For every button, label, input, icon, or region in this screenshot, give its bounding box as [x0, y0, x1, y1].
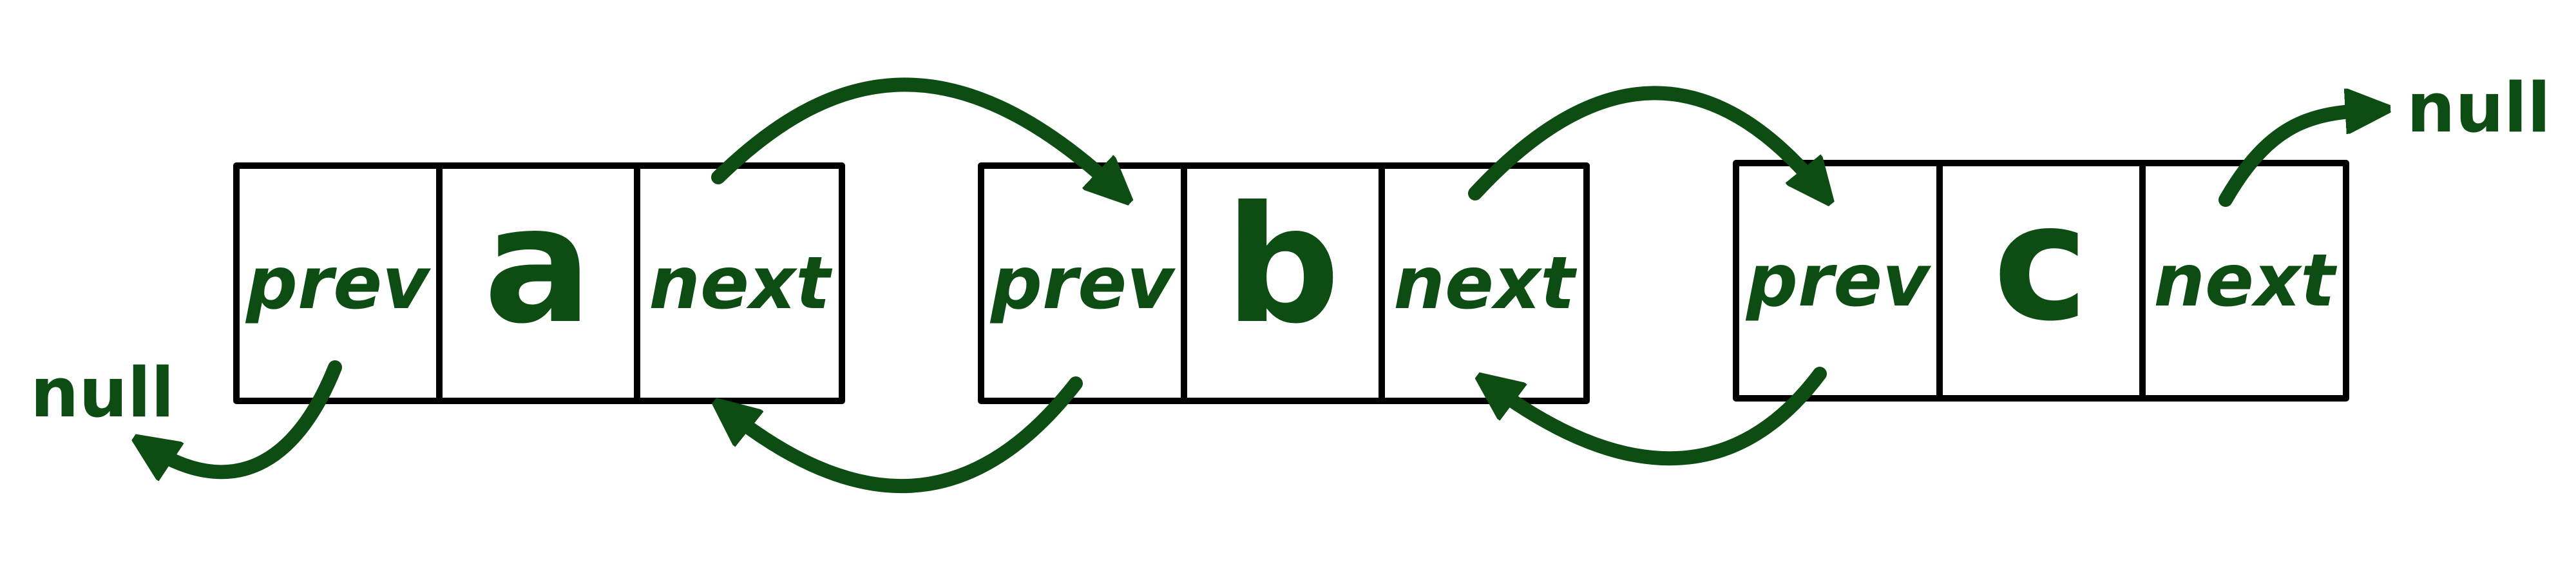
node-c: prev c next: [1733, 160, 2349, 402]
node-c-value-cell: [1936, 160, 2146, 402]
next-arrow-a-to-b: [711, 77, 1121, 193]
node-b-prev-label: prev: [989, 242, 1176, 325]
node-c-next-label: next: [2153, 239, 2337, 323]
prev-arrow-a-to-null: [145, 360, 342, 472]
node-a-next-label: next: [649, 242, 832, 325]
node-a-prev-label: prev: [245, 242, 431, 325]
prev-arrow-b-to-a: [725, 376, 1083, 494]
next-arrow-c-to-null: [2218, 110, 2377, 207]
node-c-prev-label: prev: [1745, 239, 1931, 323]
node-c-value: c: [1993, 169, 2088, 356]
node-c-prev-cell: [1733, 160, 1943, 402]
node-a: prev a next: [233, 162, 845, 404]
node-a-value: a: [484, 171, 593, 359]
node-a-value-cell: [436, 162, 640, 404]
node-b-value-cell: [1181, 162, 1385, 404]
null-right-label: null: [2407, 68, 2551, 148]
node-b-value: b: [1225, 171, 1340, 359]
node-b-next-label: next: [1393, 242, 1577, 325]
null-left-label: null: [30, 353, 175, 432]
next-arrow-b-to-c: [1468, 86, 1823, 193]
prev-arrow-c-to-b: [1488, 367, 1827, 466]
node-b: prev b next: [978, 162, 1590, 404]
node-c-next-cell: [2139, 160, 2349, 402]
node-b-next-cell: [1379, 162, 1590, 404]
